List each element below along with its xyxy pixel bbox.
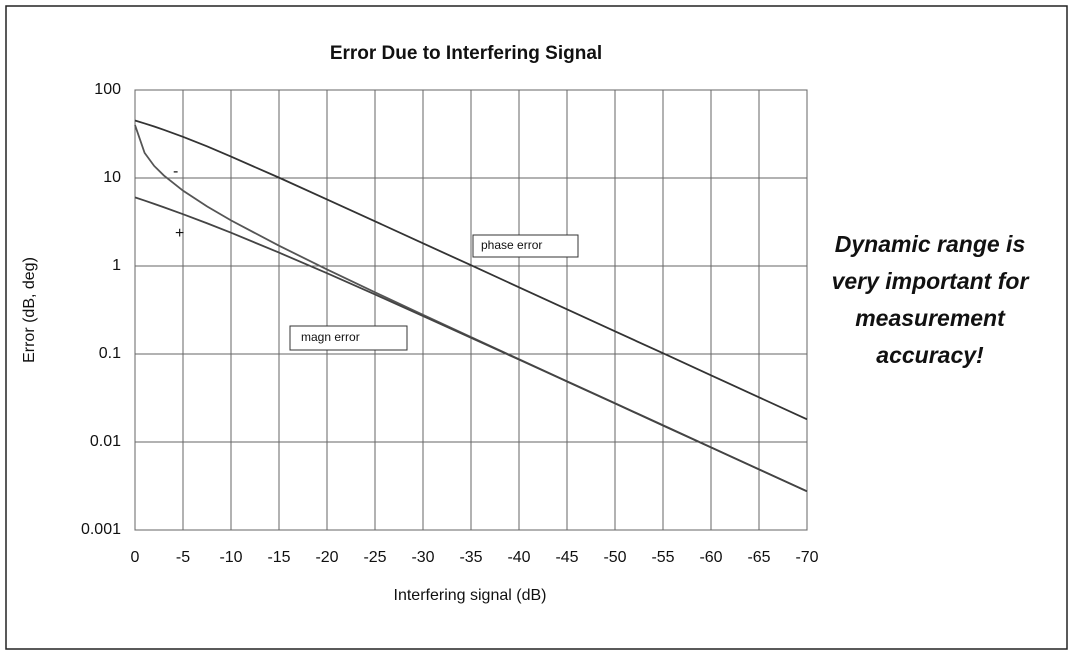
x-tick-label: -50	[603, 549, 626, 566]
side-note: accuracy!	[876, 342, 984, 368]
y-axis-label: Error (dB, deg)	[21, 257, 38, 363]
x-tick-label: -25	[363, 549, 386, 566]
series-label: -	[173, 163, 178, 180]
y-tick-label: 0.01	[90, 433, 121, 450]
x-tick-label: -70	[795, 549, 818, 566]
series-label: +	[175, 225, 184, 242]
chart-title: Error Due to Interfering Signal	[330, 43, 602, 64]
side-note: measurement	[855, 305, 1006, 331]
x-tick-label: -55	[651, 549, 674, 566]
y-tick-label: 0.001	[81, 521, 121, 538]
series-line	[134, 119, 808, 421]
x-tick-label: -5	[176, 549, 190, 566]
label-box	[472, 234, 579, 258]
x-tick-label: -35	[459, 549, 482, 566]
x-tick-label: -60	[699, 549, 722, 566]
x-tick-label: -45	[555, 549, 578, 566]
x-tick-label: -15	[267, 549, 290, 566]
y-tick-label: 10	[103, 169, 121, 186]
series-line	[134, 196, 808, 493]
x-tick-label: -40	[507, 549, 530, 566]
side-note: Dynamic range is	[835, 231, 1025, 257]
x-tick-label: -10	[219, 549, 242, 566]
x-tick-label: -30	[411, 549, 434, 566]
series-label: phase error	[481, 238, 542, 252]
y-tick-label: 1	[112, 257, 121, 274]
y-tick-label: 100	[94, 81, 121, 98]
x-tick-label: 0	[131, 549, 140, 566]
side-note: very important for	[832, 268, 1030, 294]
y-tick-label: 0.1	[99, 345, 121, 362]
annotation: magn error	[301, 330, 360, 344]
label-box	[289, 325, 408, 351]
x-tick-label: -65	[747, 549, 770, 566]
x-tick-label: -20	[315, 549, 338, 566]
x-axis-label: Interfering signal (dB)	[394, 587, 547, 604]
